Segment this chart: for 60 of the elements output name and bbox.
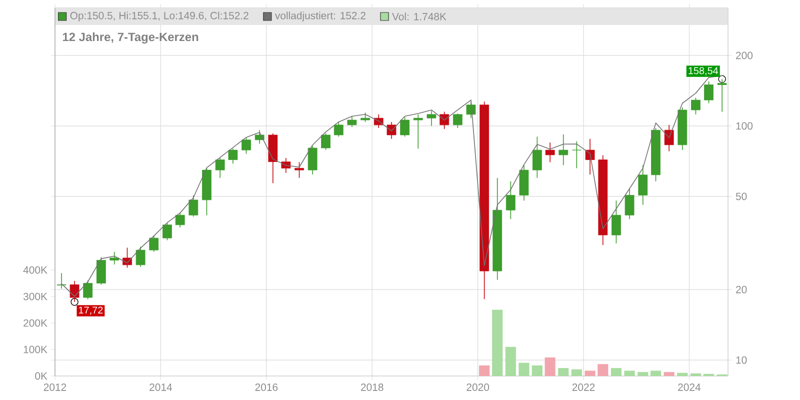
- candlestick: [149, 235, 159, 252]
- legend-label: volladjustiert: 152.2: [274, 12, 366, 22]
- candlestick: [215, 158, 225, 178]
- text: 12 Jahre, 7-Tage-Kerzen: [62, 32, 198, 44]
- candlestick: [638, 164, 648, 206]
- candlestick: [426, 110, 436, 126]
- candlestick: [110, 251, 120, 265]
- candlestick: [56, 272, 66, 289]
- y2-tick-label: 400K: [23, 266, 48, 274]
- y-tick-label: 10: [736, 356, 747, 364]
- x-tick-label: 2020: [466, 384, 490, 391]
- candlestick: [83, 280, 93, 300]
- candlestick: [413, 114, 423, 150]
- candlestick: [558, 134, 568, 166]
- y2-tick-label: 0K: [35, 372, 48, 380]
- candlestick: [321, 132, 330, 150]
- y-tick-label: 100: [736, 122, 753, 130]
- candlestick: [506, 180, 516, 220]
- annotation: 158,54: [688, 67, 718, 76]
- candlestick: [136, 246, 146, 268]
- candlestick: [532, 136, 542, 178]
- candlestick: [612, 200, 621, 244]
- candlestick: [96, 256, 106, 286]
- candlestick: [308, 146, 318, 175]
- candlestick: [572, 140, 582, 169]
- candlestick: [466, 102, 476, 119]
- candlestick: [704, 80, 714, 104]
- candlestick: [188, 195, 198, 217]
- y-tick-label: 50: [736, 192, 747, 200]
- candlestick: [360, 112, 370, 122]
- candlestick: [452, 113, 462, 128]
- candlestick: [440, 111, 450, 130]
- y-tick-label: 20: [736, 286, 747, 294]
- candlestick: [400, 116, 410, 138]
- annotation: 17,72: [79, 306, 103, 315]
- y2-tick-label: 100K: [24, 346, 48, 354]
- x-tick-label: 2016: [255, 384, 278, 391]
- candlestick: [254, 130, 264, 144]
- candlestick: [294, 162, 304, 178]
- x-tick-label: 2012: [44, 384, 66, 391]
- x-tick-label: 2014: [150, 384, 172, 391]
- x-tick-label: 2018: [361, 384, 384, 391]
- candlestick: [175, 212, 185, 228]
- candlestick: [242, 137, 251, 154]
- candlestick: [691, 97, 700, 115]
- candlestick: [624, 188, 634, 220]
- x-tick-label: 2022: [572, 384, 595, 391]
- legend-label: Vol: 1.748K: [392, 12, 446, 20]
- x-tick-label: 2024: [678, 384, 701, 391]
- candlestick: [386, 122, 396, 140]
- candlestick: [228, 148, 238, 164]
- candlestick: [347, 116, 357, 128]
- candlestick: [162, 222, 172, 241]
- y2-tick-label: 200K: [24, 319, 48, 327]
- y2-tick-label: 300K: [23, 292, 48, 300]
- y-tick-label: 200: [736, 52, 753, 60]
- legend-label: Op:150.5, Hi:155.1, Lo:149.6, Cl:152.2: [70, 12, 248, 22]
- candlestick: [545, 142, 555, 163]
- candlestick: [664, 124, 674, 152]
- candlestick: [334, 122, 344, 138]
